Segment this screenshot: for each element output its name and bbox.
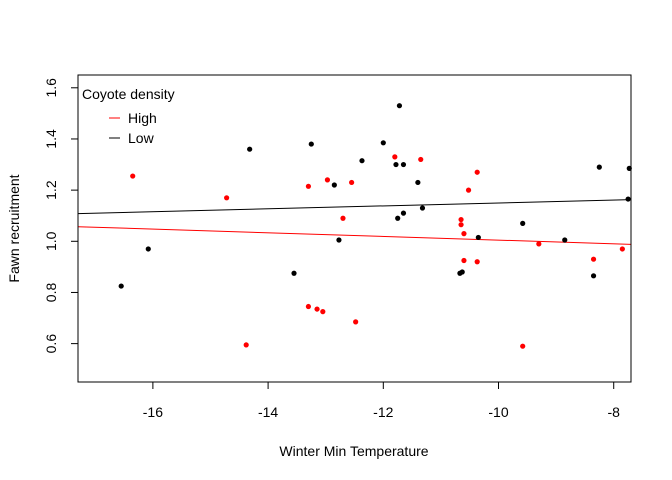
data-point-low — [415, 179, 421, 186]
data-point-high — [320, 309, 326, 315]
data-point-low — [475, 234, 481, 241]
data-point-low — [396, 103, 403, 109]
data-point-high — [474, 169, 480, 175]
data-point-low — [331, 182, 337, 188]
data-point-high — [130, 173, 136, 179]
y-tick-label: 1.2 — [43, 180, 59, 200]
y-axis-label: Fawn recruitment — [6, 174, 22, 282]
data-point-high — [536, 241, 542, 247]
data-point-high — [305, 303, 312, 310]
data-point-low — [400, 210, 407, 216]
y-tick-label: 1.0 — [43, 231, 59, 251]
data-point-high — [324, 177, 331, 183]
data-point-low — [247, 146, 253, 152]
y-tick-label: 0.8 — [43, 283, 59, 303]
data-point-low — [520, 220, 526, 226]
data-point-low — [118, 283, 124, 289]
legend-title: Coyote density — [82, 86, 175, 102]
data-point-high — [465, 187, 472, 193]
data-point-low — [625, 196, 631, 202]
y-tick-label: 1.6 — [43, 78, 59, 98]
trend-line-low — [77, 199, 632, 215]
data-point-high — [619, 246, 625, 252]
legend-label-low: Low — [128, 130, 155, 146]
y-tick-label: 0.6 — [43, 334, 59, 354]
data-point-low — [308, 141, 314, 147]
y-tick-label: 1.4 — [43, 129, 59, 149]
data-point-low — [145, 246, 151, 252]
data-point-high — [458, 222, 464, 228]
data-point-high — [418, 156, 424, 163]
data-point-high — [305, 183, 312, 189]
data-point-low — [359, 158, 365, 164]
data-point-high — [340, 215, 346, 221]
x-tick-label: -12 — [373, 404, 393, 420]
legend: Coyote density High Low — [82, 86, 175, 146]
data-point-low — [459, 269, 465, 275]
y-axis: 0.6 0.8 1.0 1.2 1.4 1.6 — [43, 78, 79, 354]
data-point-high — [349, 179, 355, 186]
x-tick-label: -14 — [258, 404, 278, 420]
x-tick-label: -8 — [607, 404, 620, 420]
data-point-high — [353, 319, 359, 325]
x-axis-label: Winter Min Temperature — [279, 443, 428, 459]
data-point-low — [336, 237, 342, 243]
data-point-high — [458, 216, 464, 223]
data-point-high — [224, 195, 230, 201]
data-point-high — [590, 256, 597, 262]
data-point-high — [314, 306, 320, 312]
x-tick-label: -16 — [143, 404, 163, 420]
data-point-low — [400, 161, 407, 168]
x-tick-label: -10 — [488, 404, 508, 420]
data-point-high — [520, 343, 526, 349]
data-point-low — [395, 215, 401, 221]
legend-label-high: High — [128, 110, 157, 126]
data-point-high — [461, 231, 467, 237]
data-point-high — [461, 257, 467, 264]
data-point-high — [392, 154, 398, 160]
data-point-high — [243, 342, 249, 348]
data-point-high — [474, 259, 480, 265]
data-point-low — [562, 237, 568, 243]
data-point-low — [590, 273, 597, 279]
data-point-low — [380, 140, 386, 146]
data-point-low — [291, 270, 297, 276]
x-axis: -16 -14 -12 -10 -8 — [143, 381, 620, 420]
data-point-low — [393, 161, 399, 168]
data-point-low — [596, 164, 602, 170]
data-point-low — [419, 205, 426, 211]
